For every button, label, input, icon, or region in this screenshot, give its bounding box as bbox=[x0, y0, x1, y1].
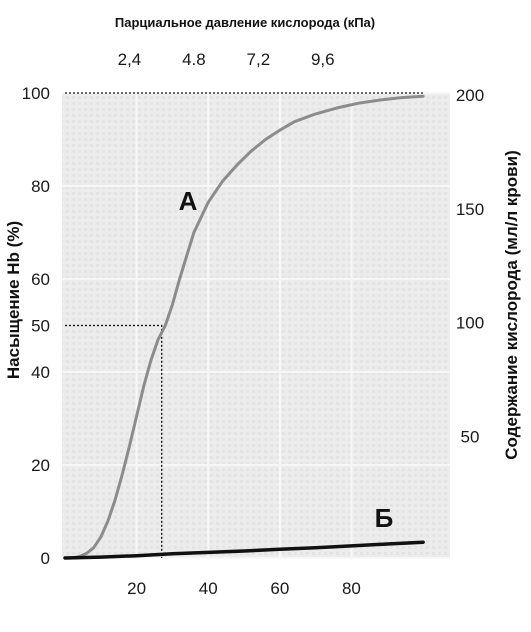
x-tick-label: 20 bbox=[127, 579, 146, 598]
y-left-tick-labels: 0 20 40 50 60 80 100 bbox=[22, 84, 50, 568]
series-line-a bbox=[63, 94, 425, 560]
top-axis-tick-label: 9,6 bbox=[311, 50, 335, 69]
x-tick-label: 40 bbox=[199, 579, 218, 598]
y-left-axis-title: Насыщение Hb (%) bbox=[4, 221, 23, 379]
top-axis-tick-labels: 2,4 4.8 7,2 9,6 bbox=[118, 50, 335, 69]
y-right-tick-labels: 50 100 150 200 bbox=[456, 86, 484, 446]
y-right-tick-label: 150 bbox=[456, 200, 484, 219]
series-line-b bbox=[63, 540, 425, 560]
y-left-tick-label: 0 bbox=[41, 549, 50, 568]
reference-line bbox=[65, 324, 163, 558]
x-tick-label: 60 bbox=[270, 579, 289, 598]
x-tick-labels: 20 40 60 80 bbox=[127, 579, 361, 598]
y-right-tick-label: 50 bbox=[461, 427, 480, 446]
series-group bbox=[63, 94, 425, 560]
x-tick-label: 80 bbox=[342, 579, 361, 598]
y-left-tick-label: 100 bbox=[22, 84, 50, 103]
top-axis-tick-label: 2,4 bbox=[118, 50, 142, 69]
reference-lines bbox=[65, 92, 424, 558]
series-label-b: Б bbox=[375, 503, 394, 533]
y-left-tick-label: 50 bbox=[31, 317, 50, 336]
y-left-tick-label: 40 bbox=[31, 363, 50, 382]
top-axis-tick-label: 7,2 bbox=[247, 50, 271, 69]
plot-area bbox=[62, 93, 450, 558]
y-right-axis-title: Содержание кислорода (мл/л крови) bbox=[502, 150, 521, 459]
top-axis-tick-label: 4.8 bbox=[182, 50, 206, 69]
y-left-tick-label: 60 bbox=[31, 270, 50, 289]
y-left-tick-label: 80 bbox=[31, 177, 50, 196]
y-right-tick-label: 200 bbox=[456, 86, 484, 105]
top-axis-title: Парциальное давление кислорода (кПа) bbox=[115, 15, 375, 30]
series-label-a: А bbox=[179, 186, 198, 216]
y-left-tick-label: 20 bbox=[31, 456, 50, 475]
y-right-tick-label: 100 bbox=[456, 314, 484, 333]
